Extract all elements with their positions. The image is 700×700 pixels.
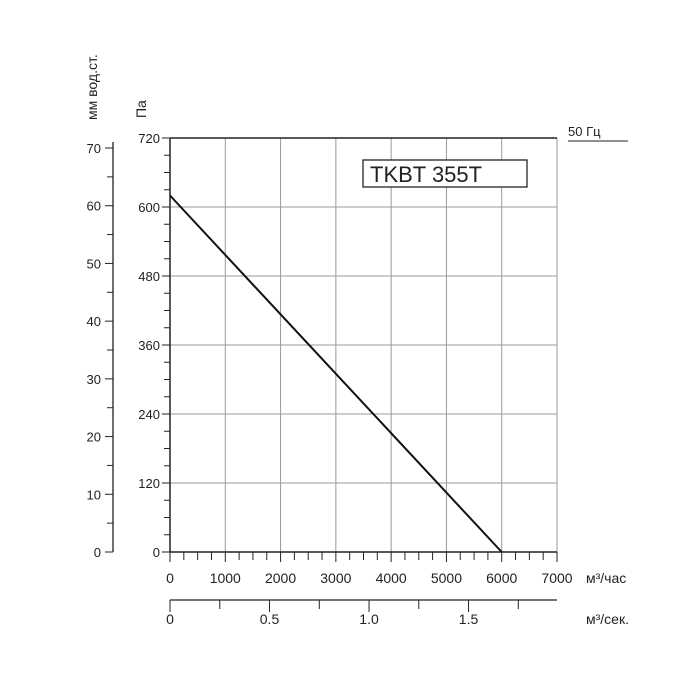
x-tick-label: 2000: [265, 570, 296, 586]
x2-tick-label: 1.5: [459, 611, 479, 627]
y-tick-label: 600: [138, 200, 160, 215]
pressure-curve: [169, 194, 503, 553]
y-tick-label: 720: [138, 131, 160, 146]
y2-tick-label: 70: [87, 141, 101, 156]
y2-tick-label: 60: [87, 199, 101, 214]
x-tick-label: 5000: [431, 570, 462, 586]
x-tick-label: 3000: [320, 570, 351, 586]
y-tick-label: 240: [138, 407, 160, 422]
y-tick-label: 360: [138, 338, 160, 353]
x2-tick-label: 1.0: [359, 611, 379, 627]
x-tick-label: 0: [166, 570, 174, 586]
y2-tick-label: 50: [87, 256, 101, 271]
y2-tick-label: 20: [87, 430, 101, 445]
x-tick-label: 7000: [541, 570, 572, 586]
y2-tick-label: 0: [94, 545, 101, 560]
title-box: [362, 159, 528, 188]
y2-unit-label: мм вод.ст.: [84, 54, 100, 120]
chart-title: TKBT 355T: [370, 162, 482, 187]
y2-tick-label: 40: [87, 314, 101, 329]
y-tick-label: 480: [138, 269, 160, 284]
y-unit-label: Па: [133, 100, 149, 118]
y-tick-label: 120: [138, 476, 160, 491]
frequency-label: 50 Гц: [568, 124, 601, 139]
x-unit-label: м³/час: [586, 570, 626, 586]
grid: [170, 137, 558, 552]
x2-tick-label: 0: [166, 611, 174, 627]
y-tick-label: 0: [153, 545, 160, 560]
y2-tick-label: 30: [87, 372, 101, 387]
y2-tick-label: 10: [87, 487, 101, 502]
series: [169, 194, 503, 553]
x-tick-label: 6000: [486, 570, 517, 586]
x-tick-label: 1000: [210, 570, 241, 586]
x-tick-label: 4000: [376, 570, 407, 586]
x2-tick-label: 0.5: [260, 611, 280, 627]
x2-unit-label: м³/сек.: [586, 611, 629, 627]
